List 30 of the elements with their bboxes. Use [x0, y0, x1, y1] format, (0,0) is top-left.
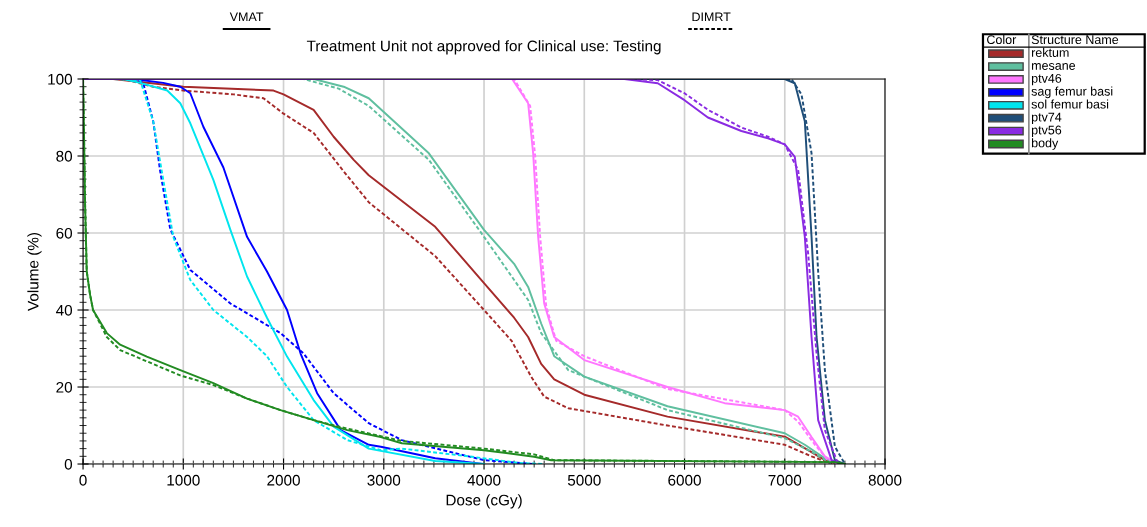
- legend-label: rektum: [1031, 47, 1069, 57]
- y-tick-label: 80: [56, 150, 73, 162]
- y-tick-label: 20: [56, 381, 73, 393]
- legend-label: sol femur basi: [1031, 99, 1109, 109]
- x-axis-title: Dose (cGy): [446, 494, 522, 509]
- y-tick-label: 0: [64, 458, 73, 470]
- chart-title: Treatment Unit not approved for Clinical use: Testing: [306, 40, 661, 55]
- x-tick-label: 0: [79, 474, 87, 486]
- y-tick-label: 60: [56, 227, 73, 239]
- y-axis-title: Volume (%): [27, 232, 42, 311]
- x-tick-label: 4000: [467, 474, 501, 486]
- x-tick-label: 8000: [868, 474, 902, 486]
- legend-label: ptv74: [1031, 112, 1062, 125]
- x-tick-label: 6000: [668, 474, 701, 486]
- legend-label: ptv56: [1031, 125, 1062, 137]
- x-tick-label: 3000: [367, 474, 401, 486]
- text: VMAT: [229, 12, 264, 22]
- legend-label: ptv46: [1031, 73, 1062, 86]
- y-tick-label: 40: [55, 304, 73, 316]
- x-tick-label: 7000: [768, 474, 802, 486]
- legend-label: sag femur basi: [1031, 86, 1113, 99]
- x-tick-label: 5000: [567, 474, 601, 486]
- legend-label: mesane: [1031, 63, 1076, 70]
- text: DIMRT: [692, 12, 731, 22]
- y-tick-label: 100: [48, 73, 73, 85]
- legend-label: body: [1031, 138, 1059, 150]
- x-tick-label: 2000: [267, 474, 300, 486]
- legend-title: Structure Name: [1031, 35, 1119, 45]
- x-tick-label: 1000: [167, 474, 200, 486]
- text: Color: [987, 34, 1017, 45]
